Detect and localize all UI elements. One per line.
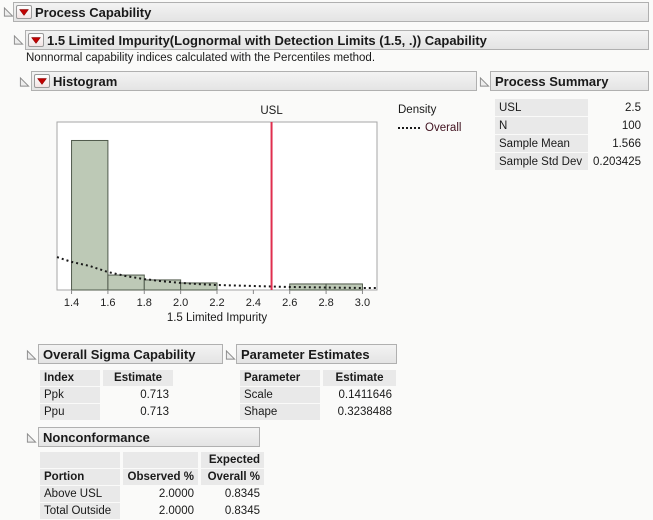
process-summary-table: USL 2.5 N 100 Sample Mean 1.566 Sample S…	[495, 99, 645, 170]
overall-density-curve	[56, 256, 377, 289]
nonconformance-table: Expected Portion Observed % Overall % Ab…	[40, 452, 264, 519]
column-header: Parameter	[240, 370, 320, 386]
x-tick-label: 2.6	[282, 297, 297, 309]
variable-capability-title: 1.5 Limited Impurity(Lognormal with Dete…	[47, 32, 487, 48]
x-tick-label: 2.2	[209, 297, 224, 309]
column-header-spacer	[123, 452, 198, 468]
dotted-line-icon	[398, 127, 420, 129]
summary-row-label: Sample Mean	[495, 135, 588, 152]
nonconformance-header[interactable]: Nonconformance	[38, 427, 260, 447]
usl-label: USL	[260, 105, 283, 117]
histogram-plot[interactable]: USL 1.4 1.6 1.8 2.0 2.2 2.4 2.6 2.8 3.0 1.5 Limite…	[50, 98, 390, 326]
x-tick-label: 2.8	[318, 297, 333, 309]
histogram-title: Histogram	[53, 73, 118, 89]
disclosure-triangle-overall-sigma[interactable]	[26, 349, 37, 361]
legend-overall-label: Overall	[425, 122, 462, 134]
summary-row-value: 2.5	[625, 101, 641, 114]
histogram-bar[interactable]	[71, 139, 109, 291]
histogram-header[interactable]: Histogram	[31, 71, 477, 91]
legend-title: Density	[398, 104, 437, 116]
red-triangle-menu-icon[interactable]	[28, 33, 44, 47]
column-header: Index	[40, 370, 100, 386]
parameter-estimates-title: Parameter Estimates	[241, 346, 370, 362]
estimate-cell: 0.1411646	[338, 389, 392, 401]
overall-sigma-header[interactable]: Overall Sigma Capability	[38, 344, 223, 364]
column-header-spacer	[40, 452, 120, 468]
variable-capability-header[interactable]: 1.5 Limited Impurity(Lognormal with Dete…	[25, 30, 649, 50]
percentiles-method-note: Nonnormal capability indices calculated …	[26, 52, 376, 64]
parameter-estimates-table: Parameter Estimate Scale 0.1411646 Shape…	[240, 370, 396, 420]
process-summary-header[interactable]: Process Summary	[490, 71, 649, 91]
histogram-bar[interactable]	[180, 282, 218, 291]
histogram-bar[interactable]	[107, 274, 145, 291]
parameter-cell: Shape	[240, 404, 320, 420]
disclosure-triangle-parameter-estimates[interactable]	[225, 349, 236, 361]
summary-row-value: 100	[621, 119, 641, 132]
disclosure-triangle-histogram[interactable]	[19, 76, 30, 88]
red-triangle-menu-icon[interactable]	[34, 74, 50, 88]
x-tick-label: 1.8	[137, 297, 152, 309]
disclosure-triangle-variable[interactable]	[13, 34, 24, 46]
nonconformance-title: Nonconformance	[43, 429, 150, 445]
observed-cell: 2.0000	[158, 505, 194, 517]
column-header: Observed %	[123, 469, 198, 485]
estimate-cell: 0.713	[140, 406, 169, 418]
legend-entry-overall: Overall	[398, 122, 461, 134]
red-triangle-menu-icon[interactable]	[16, 5, 32, 19]
parameter-estimates-header[interactable]: Parameter Estimates	[236, 344, 397, 364]
overall-sigma-title: Overall Sigma Capability	[43, 346, 196, 362]
x-tick-label: 2.4	[246, 297, 261, 309]
x-tick-label: 1.6	[100, 297, 115, 309]
disclosure-triangle-process-summary[interactable]	[479, 76, 490, 88]
summary-row-label: Sample Std Dev	[495, 153, 588, 170]
parameter-cell: Scale	[240, 387, 320, 403]
summary-row-label: USL	[495, 99, 588, 116]
expected-cell: 0.8345	[224, 488, 260, 500]
process-summary-title: Process Summary	[495, 73, 609, 89]
summary-row-label: N	[495, 117, 588, 134]
overall-sigma-table: Index Estimate Ppk 0.713 Ppu 0.713	[40, 370, 173, 420]
summary-row-value: 0.203425	[593, 155, 641, 168]
expected-cell: 0.8345	[224, 505, 260, 517]
column-header: Overall %	[201, 469, 264, 485]
column-header: Portion	[40, 469, 120, 485]
disclosure-triangle-nonconformance[interactable]	[26, 432, 37, 444]
histogram-legend: Density Overall	[398, 104, 461, 134]
process-capability-title: Process Capability	[35, 4, 152, 20]
portion-cell: Above USL	[40, 486, 120, 502]
x-axis-title: 1.5 Limited Impurity	[167, 312, 268, 324]
plot-frame	[56, 121, 378, 291]
index-cell: Ppu	[40, 404, 100, 420]
column-header: Estimate	[103, 370, 173, 386]
summary-row-value: 1.566	[612, 137, 641, 150]
process-capability-header[interactable]: Process Capability	[13, 2, 649, 22]
x-tick-label: 2.0	[173, 297, 188, 309]
index-cell: Ppk	[40, 387, 100, 403]
observed-cell: 2.0000	[158, 488, 194, 500]
portion-cell: Total Outside	[40, 503, 120, 519]
column-header: Estimate	[323, 370, 396, 386]
column-header: Expected	[201, 452, 264, 468]
estimate-cell: 0.3238488	[337, 406, 392, 418]
estimate-cell: 0.713	[140, 389, 169, 401]
disclosure-triangle-process-capability[interactable]	[3, 6, 14, 18]
x-tick-label: 3.0	[355, 297, 370, 309]
x-tick-label: 1.4	[64, 297, 79, 309]
